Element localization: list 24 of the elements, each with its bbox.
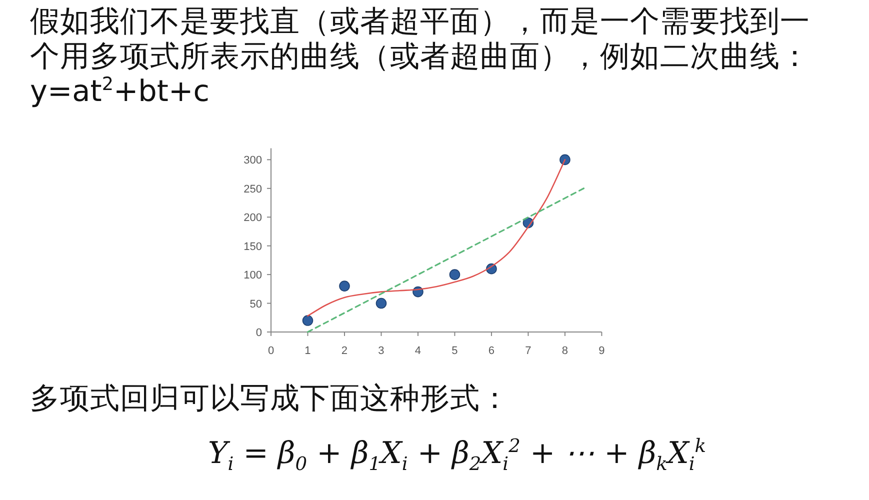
x-tick-label: 9 — [598, 345, 605, 357]
point — [339, 280, 350, 292]
x-tick-label: 0 — [268, 345, 274, 357]
y-tick-label: 300 — [244, 154, 262, 167]
chart-title: 假如我们不是要找直（或者超平面），而是一个需要找到一个用多项式所表示的曲线（或者超曲面），例如二次曲线：y=at$^{2}$+bt+c — [30, 4, 810, 109]
y-tick-label: 100 — [244, 270, 262, 282]
y-tick-label: 200 — [244, 212, 262, 224]
x-tick-label: 3 — [378, 345, 384, 357]
y-tick-label: 250 — [244, 183, 262, 196]
x-tick-label: 2 — [341, 345, 348, 357]
point — [376, 298, 387, 309]
y-tick-label: 150 — [244, 240, 262, 253]
x-tick-label: 7 — [525, 345, 532, 357]
point — [560, 154, 570, 166]
x-tick-label: 4 — [414, 345, 422, 357]
x-tick-label: 5 — [452, 345, 458, 357]
y-tick-label: 0 — [256, 327, 262, 339]
x-tick-label: 8 — [562, 345, 568, 357]
x-tick-label: 1 — [304, 345, 311, 357]
point — [449, 269, 460, 280]
x-tick-label: 6 — [488, 345, 495, 357]
point — [302, 315, 314, 326]
text: 多项式回归可以写成下面这种形式： — [30, 380, 510, 416]
y-tick-label: 50 — [250, 298, 262, 310]
